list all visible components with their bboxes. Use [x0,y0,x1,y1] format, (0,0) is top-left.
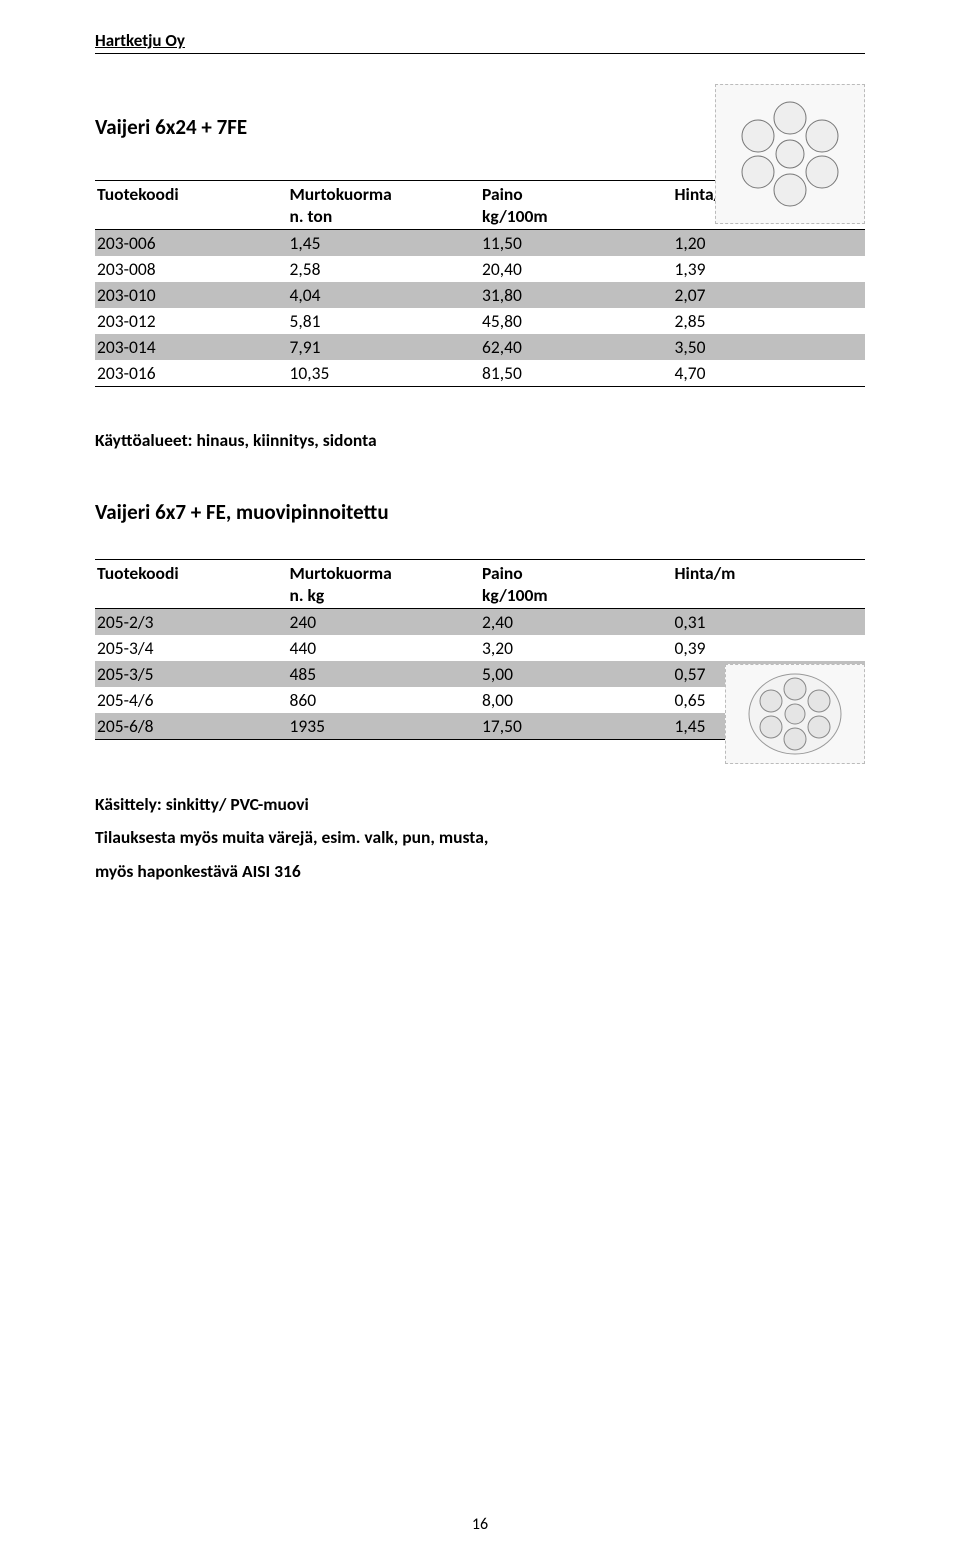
footer-line2: Tilauksesta myös muita värejä, esim. val… [95,821,865,854]
table-cell: 860 [288,687,481,713]
page-container: Hartketju Oy Vaijeri 6x24 + 7FE Tuotekoo… [0,0,960,888]
table2-col2-head-text: Murtokuorma [290,562,392,584]
usage-note: Käyttöalueet: hinaus, kiinnitys, sidonta [95,429,865,451]
table2-col2-head: Murtokuorma n. kg [288,560,481,609]
table-cell: 20,40 [480,256,673,282]
table2-col4-head: Hinta/m [673,560,866,609]
table-cell: 205-6/8 [95,713,288,740]
page-number: 16 [0,1515,960,1534]
table2-col3-head-text: Paino [482,562,523,584]
table-cell: 5,81 [288,308,481,334]
table-cell: 4,04 [288,282,481,308]
table-cell: 7,91 [288,334,481,360]
table-cell: 205-3/5 [95,661,288,687]
table-row: 205-2/32402,400,31 [95,609,865,636]
rope-6x7-icon [745,669,845,759]
table2-col2-sub: n. kg [290,584,475,606]
table1-col2-sub: n. ton [290,205,475,227]
table-cell: 11,50 [480,230,673,257]
table-cell: 2,07 [673,282,866,308]
table-cell: 81,50 [480,360,673,387]
table1-col1-head: Tuotekoodi [95,181,288,230]
table-cell: 1,45 [288,230,481,257]
table-cell: 8,00 [480,687,673,713]
table-row: 203-0082,5820,401,39 [95,256,865,282]
table-row: 203-0125,8145,802,85 [95,308,865,334]
table-cell: 205-2/3 [95,609,288,636]
table-cell: 1,20 [673,230,866,257]
table-cell: 17,50 [480,713,673,740]
table1-col1-head-text: Tuotekoodi [97,183,179,205]
table-cell: 203-016 [95,360,288,387]
table1-body: 203-0061,4511,501,20203-0082,5820,401,39… [95,230,865,387]
table-cell: 203-014 [95,334,288,360]
table2-col3-sub: kg/100m [482,584,667,606]
table2-col1-head-text: Tuotekoodi [97,562,179,584]
footer-line3: myös haponkestävä AISI 316 [95,855,865,888]
table-cell: 3,50 [673,334,866,360]
table1-col2-head: Murtokuorma n. ton [288,181,481,230]
table-row: 203-0147,9162,403,50 [95,334,865,360]
table-cell: 2,85 [673,308,866,334]
table-cell: 440 [288,635,481,661]
table-cell: 0,39 [673,635,866,661]
table-cell: 4,70 [673,360,866,387]
table-cell: 5,00 [480,661,673,687]
table1-col3-sub: kg/100m [482,205,667,227]
table-row: 203-0104,0431,802,07 [95,282,865,308]
table2-col4-head-text: Hinta/m [675,562,736,584]
table-cell: 203-010 [95,282,288,308]
table-cell: 2,40 [480,609,673,636]
table-cell: 203-006 [95,230,288,257]
company-header: Hartketju Oy [95,30,865,51]
table-cell: 31,80 [480,282,673,308]
table-cell: 1,39 [673,256,866,282]
table-cell: 240 [288,609,481,636]
table1-col3-head: Paino kg/100m [480,181,673,230]
rope-diagram-6x7 [725,664,865,764]
footer-line1: Käsittely: sinkitty/ PVC-muovi [95,788,865,821]
header-rule [95,53,865,54]
table-cell: 45,80 [480,308,673,334]
table-cell: 0,31 [673,609,866,636]
table-cell: 203-008 [95,256,288,282]
section2-title: Vaijeri 6x7 + FE, muovipinnoitettu [95,499,865,525]
table1-col3-head-text: Paino [482,183,523,205]
table-cell: 10,35 [288,360,481,387]
table-cell: 1935 [288,713,481,740]
table-cell: 205-3/4 [95,635,288,661]
table1-col2-head-text: Murtokuorma [290,183,392,205]
table-row: 205-3/44403,200,39 [95,635,865,661]
table-cell: 2,58 [288,256,481,282]
table2-col1-head: Tuotekoodi [95,560,288,609]
table-cell: 205-4/6 [95,687,288,713]
table-cell: 203-012 [95,308,288,334]
table2-head: Tuotekoodi Murtokuorma n. kg Paino kg/10… [95,560,865,609]
table-cell: 3,20 [480,635,673,661]
table-cell: 485 [288,661,481,687]
rope-6x24-icon [730,94,850,214]
table-cell: 62,40 [480,334,673,360]
footer-block: Käsittely: sinkitty/ PVC-muovi Tilaukses… [95,788,865,888]
table2-col3-head: Paino kg/100m [480,560,673,609]
rope-diagram-6x24 [715,84,865,224]
table-row: 203-01610,3581,504,70 [95,360,865,387]
table-row: 203-0061,4511,501,20 [95,230,865,257]
